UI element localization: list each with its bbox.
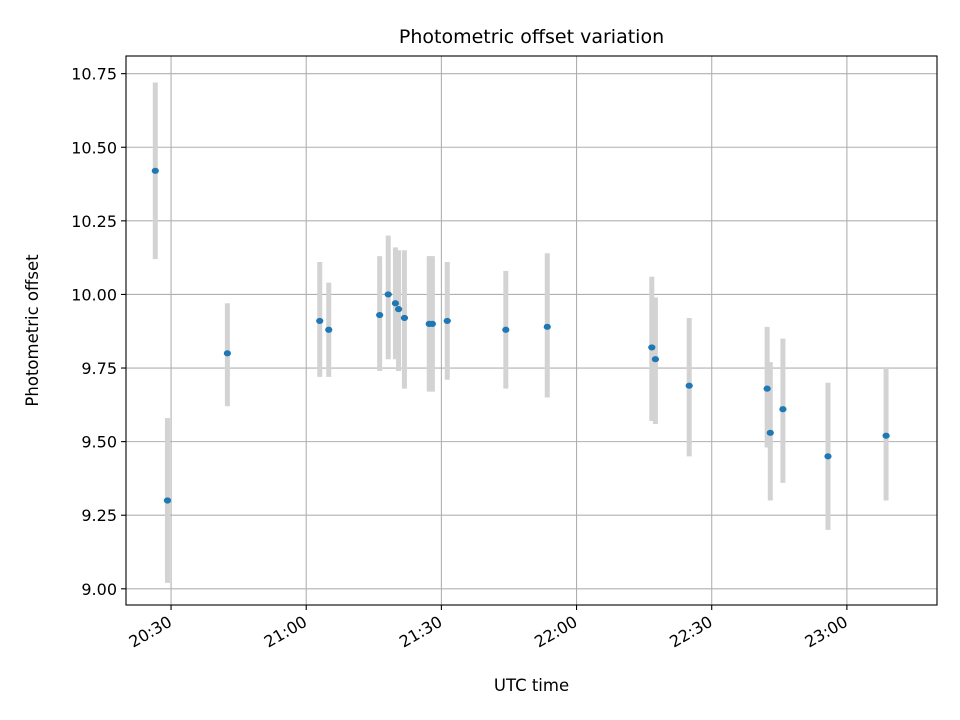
y-tick-label: 10.50 — [71, 138, 117, 157]
data-point — [685, 382, 693, 389]
data-point — [394, 306, 403, 313]
data-point — [882, 432, 890, 439]
data-point — [376, 311, 384, 319]
y-tick-label: 10.25 — [71, 212, 117, 231]
data-point — [502, 326, 510, 333]
data-point — [779, 406, 787, 413]
y-tick-label: 9.75 — [81, 359, 117, 378]
y-tick-label: 10.00 — [71, 285, 117, 304]
data-point — [428, 320, 436, 327]
data-point — [763, 385, 771, 392]
data-point — [543, 323, 551, 330]
data-point — [223, 350, 231, 357]
data-point — [384, 291, 392, 298]
data-point — [400, 314, 409, 322]
data-point — [824, 453, 832, 460]
y-tick-label: 9.25 — [81, 506, 117, 525]
data-point — [443, 317, 451, 325]
grid — [126, 56, 937, 605]
y-tick-label: 10.75 — [71, 65, 117, 84]
plot-frame — [125, 55, 938, 606]
data-point — [391, 300, 400, 307]
data-point — [651, 356, 660, 363]
data-point — [648, 344, 656, 351]
y-tick-label: 9.00 — [81, 580, 117, 599]
data-point — [766, 429, 774, 436]
data-point — [325, 326, 333, 333]
data-point — [163, 497, 172, 504]
y-axis-label: Photometric offset — [23, 254, 42, 407]
chart-title: Photometric offset variation — [399, 26, 664, 48]
x-axis-label: UTC time — [494, 676, 569, 695]
data-point — [151, 167, 159, 174]
data-points — [151, 167, 890, 504]
data-point — [316, 317, 324, 325]
y-tick-label: 9.50 — [81, 433, 117, 452]
